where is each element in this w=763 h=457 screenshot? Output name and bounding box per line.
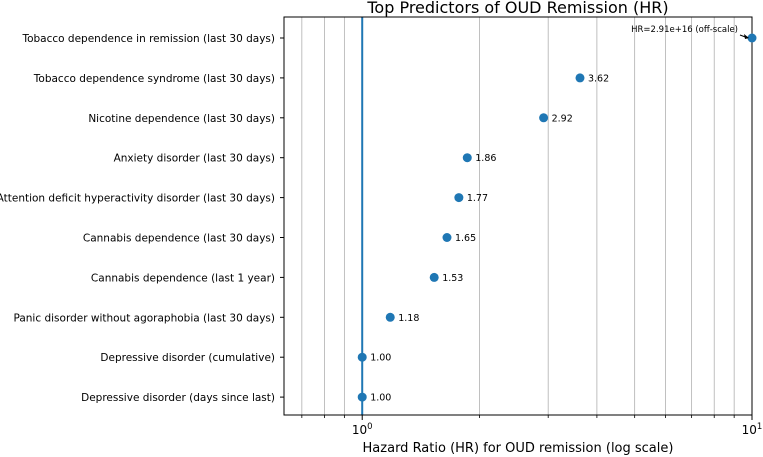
y-axis: Tobacco dependence in remission (last 30… xyxy=(0,33,284,404)
data-point xyxy=(575,73,585,83)
y-tick-label: Attention deficit hyperactivity disorder… xyxy=(0,193,275,205)
off-scale-annotation-group: HR=2.91e+16 (off-scale) xyxy=(631,25,749,39)
y-tick-label: Nicotine dependence (last 30 days) xyxy=(88,113,275,125)
data-point xyxy=(385,312,395,322)
value-label: 1.00 xyxy=(370,393,391,404)
value-label: 1.53 xyxy=(442,273,463,284)
y-tick-label: Panic disorder without agoraphobia (last… xyxy=(13,312,275,324)
value-label: 1.65 xyxy=(455,233,476,244)
data-point xyxy=(539,113,549,123)
value-label: 1.86 xyxy=(475,153,496,164)
data-points xyxy=(357,33,757,402)
x-axis-label: Hazard Ratio (HR) for OUD remission (log… xyxy=(363,441,674,456)
off-scale-annotation: HR=2.91e+16 (off-scale) xyxy=(631,25,738,35)
data-point xyxy=(747,33,757,43)
plot-frame xyxy=(283,16,753,416)
y-tick-label: Tobacco dependence syndrome (last 30 day… xyxy=(33,73,275,85)
y-tick-label: Tobacco dependence in remission (last 30… xyxy=(21,33,275,45)
y-tick-label: Depressive disorder (cumulative) xyxy=(100,352,275,364)
data-point xyxy=(357,392,367,402)
value-label: 1.77 xyxy=(467,193,488,204)
chart-title: Top Predictors of OUD Remission (HR) xyxy=(366,0,668,17)
value-label: 2.92 xyxy=(552,113,573,124)
value-label: 3.62 xyxy=(588,73,609,84)
value-label: 1.18 xyxy=(398,313,419,324)
y-tick-label: Cannabis dependence (last 30 days) xyxy=(83,233,275,245)
annotation-arrowhead xyxy=(744,34,749,39)
y-tick-label: Cannabis dependence (last 1 year) xyxy=(91,272,275,284)
y-tick-label: Depressive disorder (days since last) xyxy=(81,392,275,404)
data-point xyxy=(462,153,472,163)
x-tick-label: 100 xyxy=(352,422,373,437)
x-axis: 100 101 xyxy=(301,415,763,437)
value-labels: 3.62 2.92 1.86 1.77 1.65 1.53 1.18 1.00 1.00 xyxy=(370,73,609,403)
y-tick-label: Anxiety disorder (last 30 days) xyxy=(114,153,275,165)
value-label: 1.00 xyxy=(370,353,391,364)
data-point xyxy=(454,193,464,203)
data-point xyxy=(442,233,452,242)
x-tick-label: 101 xyxy=(742,422,763,437)
gridlines xyxy=(301,17,735,415)
data-point xyxy=(429,272,439,282)
data-point xyxy=(357,352,367,362)
